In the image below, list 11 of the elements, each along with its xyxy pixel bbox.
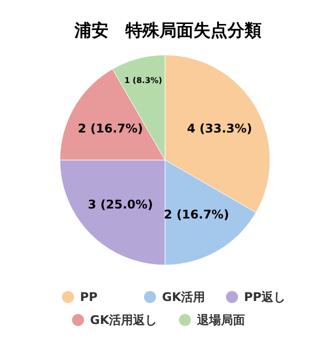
legend-label: PP返し	[244, 290, 286, 304]
legend-label: GK活用返し	[90, 313, 158, 327]
chart-title: 浦安 特殊局面失点分類	[74, 21, 262, 41]
legend-label: 退場局面	[196, 313, 245, 327]
legend-label: GK活用	[162, 290, 206, 304]
data-label: 1 (8.3%)	[124, 76, 162, 85]
data-label: 4 (33.3%)	[186, 122, 252, 136]
legend-label: PP	[80, 290, 98, 304]
data-label: 3 (25.0%)	[88, 198, 154, 212]
data-label: 2 (16.7%)	[78, 122, 144, 136]
data-label: 2 (16.7%)	[164, 208, 230, 222]
